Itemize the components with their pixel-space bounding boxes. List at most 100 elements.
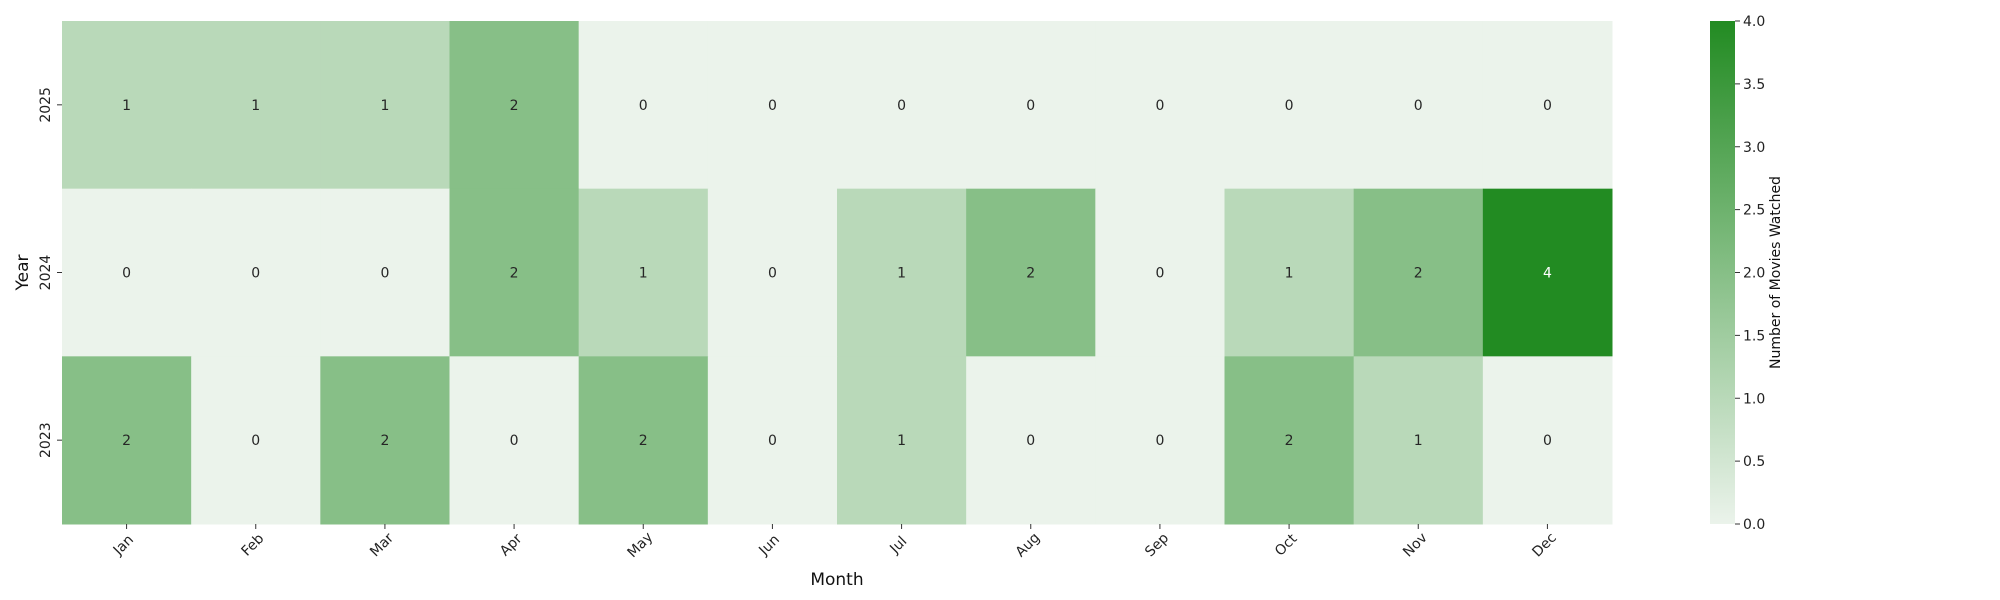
heatmap-cell-2023-Nov [1353, 356, 1484, 525]
cell-value-label: 0 [122, 266, 131, 282]
heatmap-cell-2025-Jun [707, 21, 838, 190]
colorbar-tick-label: 2.5 [1743, 203, 1765, 219]
heatmap-cell-2024-Jan [62, 188, 192, 357]
cell-value-label: 1 [1414, 433, 1423, 449]
colorbar-tick-label: 0.0 [1743, 517, 1765, 533]
cell-value-label: 0 [1026, 433, 1035, 449]
cell-value-label: 0 [1155, 98, 1164, 114]
heatmap-cell-2025-Dec [1482, 21, 1613, 190]
cell-value-label: 0 [251, 266, 260, 282]
colorbar-tick-label: 1.5 [1743, 328, 1765, 344]
heatmap-cell-2023-Aug [966, 356, 1096, 525]
heatmap-cell-2024-Jul [837, 188, 967, 357]
x-tick-label: Oct [1272, 531, 1301, 560]
heatmap-cell-2024-Mar [320, 188, 450, 357]
cell-value-label: 0 [251, 433, 260, 449]
cell-value-label: 1 [897, 433, 906, 449]
heatmap-cell-2024-Feb [191, 188, 321, 357]
x-tick-label: Jun [755, 532, 782, 559]
cell-value-label: 2 [380, 433, 389, 449]
x-tick-label: Aug [1013, 530, 1044, 561]
cell-value-label: 1 [380, 98, 389, 114]
heatmap-cell-2025-Feb [191, 21, 321, 190]
x-tick-label: Jan [110, 532, 137, 559]
cell-value-label: 2 [1026, 266, 1035, 282]
x-tick-label: Nov [1400, 530, 1431, 561]
heatmap-cell-2023-Mar [320, 356, 450, 525]
y-tick-label: 2024 [38, 255, 54, 291]
cell-value-label: 0 [1026, 98, 1035, 114]
heatmap-cell-2025-Apr [449, 21, 580, 190]
colorbar-tick-label: 4.0 [1743, 14, 1765, 30]
y-axis-ticks: 2025 2024 2023 [38, 87, 62, 458]
heatmap-cell-2024-Sep [1095, 188, 1225, 357]
heatmap-cell-2023-Feb [191, 356, 321, 525]
heatmap-cell-2023-Oct [1224, 356, 1355, 525]
cell-value-label: 4 [1543, 266, 1552, 282]
x-tick-label: May [625, 529, 657, 561]
colorbar-ticks: 0.0 0.5 1.0 1.5 2.0 2.5 3.0 3.5 4.0 [1735, 14, 1765, 533]
cell-value-label: 1 [1285, 266, 1294, 282]
colorbar-tick-label: 3.5 [1743, 77, 1765, 93]
colorbar-tick-label: 3.0 [1743, 140, 1765, 156]
colorbar-label: Number of Movies Watched [1768, 176, 1784, 369]
cell-value-label: 2 [1285, 433, 1294, 449]
heatmap-cells: 1 1 1 2 0 0 0 0 0 0 0 0 0 0 0 2 1 0 1 2 0 1 2 4 2 0 2 0 2 0 1 0 0 2 1 0 [62, 21, 1613, 525]
x-tick-label: Apr [497, 531, 526, 560]
cell-value-label: 1 [122, 98, 131, 114]
cell-value-label: 0 [639, 98, 648, 114]
heatmap-cell-2024-Apr [449, 188, 580, 357]
cell-value-label: 1 [251, 98, 260, 114]
colorbar-gradient [1710, 21, 1735, 524]
cell-value-label: 0 [1285, 98, 1294, 114]
y-tick-label: 2025 [38, 87, 54, 123]
heatmap-cell-2025-Oct [1224, 21, 1355, 190]
heatmap-cell-2023-Apr [449, 356, 580, 525]
heatmap-cell-2025-Aug [966, 21, 1096, 190]
colorbar-tick-label: 2.0 [1743, 266, 1765, 282]
heatmap-cell-2024-Nov [1353, 188, 1484, 357]
cell-value-label: 0 [1155, 433, 1164, 449]
heatmap-cell-2023-Sep [1095, 356, 1225, 525]
x-tick-label: Dec [1529, 530, 1559, 560]
heatmap-cell-2023-May [578, 356, 709, 525]
y-tick-label: 2023 [38, 422, 54, 458]
cell-value-label: 2 [122, 433, 131, 449]
cell-value-label: 0 [768, 266, 777, 282]
cell-value-label: 2 [639, 433, 648, 449]
y-axis-title: Year [13, 254, 33, 291]
cell-value-label: 0 [768, 433, 777, 449]
heatmap-cell-2023-Jun [707, 356, 838, 525]
cell-value-label: 0 [1543, 433, 1552, 449]
colorbar-tick-label: 0.5 [1743, 454, 1765, 470]
x-tick-label: Mar [367, 530, 397, 560]
x-axis-title: Month [810, 570, 863, 590]
cell-value-label: 0 [1414, 98, 1423, 114]
heatmap-cell-2025-Nov [1353, 21, 1484, 190]
heatmap-cell-2024-Dec [1482, 188, 1613, 357]
heatmap-cell-2024-Aug [966, 188, 1096, 357]
heatmap-cell-2025-Mar [320, 21, 450, 190]
heatmap-cell-2024-May [578, 188, 709, 357]
cell-value-label: 0 [380, 266, 389, 282]
heatmap-cell-2024-Oct [1224, 188, 1355, 357]
heatmap-cell-2025-Jan [62, 21, 192, 190]
colorbar-tick-label: 1.0 [1743, 391, 1765, 407]
cell-value-label: 2 [510, 266, 519, 282]
heatmap-cell-2023-Jan [62, 356, 192, 525]
cell-value-label: 0 [768, 98, 777, 114]
cell-value-label: 0 [897, 98, 906, 114]
heatmap-cell-2023-Dec [1482, 356, 1613, 525]
heatmap-cell-2025-Jul [837, 21, 967, 190]
heatmap-cell-2025-Sep [1095, 21, 1225, 190]
x-tick-label: Feb [238, 531, 267, 560]
x-tick-label: Jul [886, 534, 910, 558]
cell-value-label: 1 [639, 266, 648, 282]
x-tick-label: Sep [1142, 530, 1172, 560]
cell-value-label: 0 [1155, 266, 1164, 282]
cell-value-label: 1 [897, 266, 906, 282]
cell-value-label: 2 [1414, 266, 1423, 282]
heatmap-cell-2023-Jul [837, 356, 967, 525]
